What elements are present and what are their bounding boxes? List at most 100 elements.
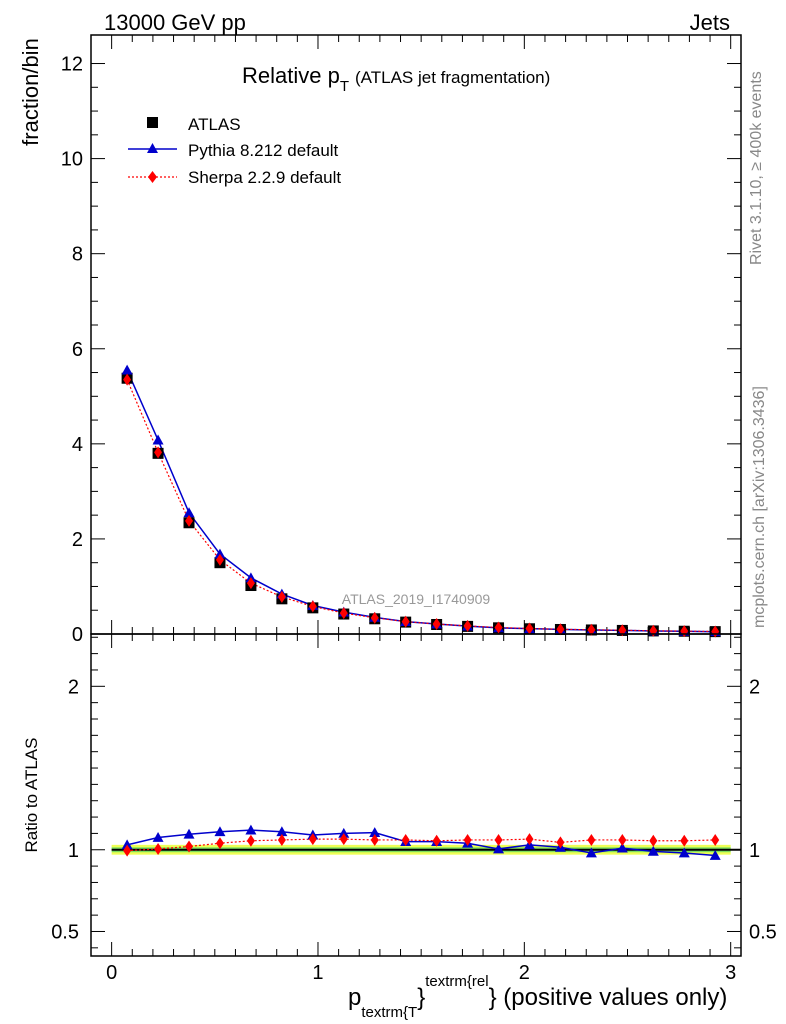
sherpa-point bbox=[556, 623, 565, 636]
xlabel-main: p bbox=[348, 984, 361, 1011]
y-tick-label: 2 bbox=[72, 529, 83, 551]
x-tick-label: 1 bbox=[312, 962, 323, 984]
sherpa-ratio-point bbox=[277, 833, 286, 846]
sherpa-ratio-point bbox=[463, 833, 472, 846]
pythia-ratio-point bbox=[276, 826, 288, 837]
sherpa-point bbox=[185, 514, 194, 527]
sherpa-ratio-point bbox=[185, 840, 194, 853]
legend-sherpa-marker bbox=[148, 171, 157, 183]
y-tick-label: 0 bbox=[72, 624, 83, 646]
ratio-y-tick-label: 2 bbox=[68, 676, 79, 698]
main-ylabel: fraction/bin bbox=[18, 38, 43, 146]
sherpa-point bbox=[432, 618, 441, 631]
header-right: Jets bbox=[690, 10, 730, 35]
pythia-ratio-point bbox=[585, 847, 597, 858]
legend-atlas-label: ATLAS bbox=[188, 115, 241, 134]
sherpa-ratio-point bbox=[215, 837, 224, 850]
pythia-ratio-point bbox=[369, 827, 381, 837]
main-y-axis: 0 2 4 6 8 10 12 bbox=[61, 54, 741, 646]
pythia-ratio-point bbox=[214, 826, 226, 837]
sherpa-ratio-point bbox=[649, 834, 658, 847]
y-tick-label: 4 bbox=[72, 434, 83, 456]
sherpa-ratio-point bbox=[680, 834, 689, 847]
ratio-ylabel: Ratio to ATLAS bbox=[22, 738, 41, 853]
pythia-ratio-point bbox=[647, 845, 659, 856]
main-panel: 0 2 4 6 8 10 12 fraction/bin Relative pT (ATLAS… bbox=[18, 34, 742, 646]
pythia-point bbox=[183, 507, 195, 518]
sherpa-point bbox=[370, 611, 379, 624]
xlabel-rest: } (positive values only) bbox=[489, 984, 728, 1011]
sherpa-ratio-point bbox=[308, 833, 317, 846]
pythia-ratio-point bbox=[678, 847, 690, 858]
sherpa-point bbox=[494, 621, 503, 634]
ratio-panel: 0.5 0.5 1 1 2 2 0 1 2 3 Ratio to ATLAS ptextrm{T… bbox=[22, 633, 777, 1021]
sherpa-point bbox=[154, 446, 163, 459]
mcplots-label: mcplots.cern.ch [arXiv:1306.3436] bbox=[751, 386, 768, 628]
y-tick-label: 12 bbox=[61, 54, 83, 76]
legend-pythia-label: Pythia 8.212 default bbox=[188, 141, 339, 160]
sherpa-point bbox=[215, 553, 224, 566]
xlabel-sup: textrm{rel bbox=[425, 973, 488, 990]
sherpa-ratio-point bbox=[246, 834, 255, 847]
legend: ATLAS Pythia 8.212 default Sherpa 2.2.9 … bbox=[128, 115, 341, 187]
sherpa-point bbox=[525, 622, 534, 635]
sherpa-ratio-point bbox=[618, 833, 627, 846]
sherpa-point bbox=[587, 623, 596, 636]
sherpa-ratio-point bbox=[401, 833, 410, 846]
ratio-x-axis: 0 1 2 3 bbox=[106, 634, 736, 984]
legend-sherpa-label: Sherpa 2.2.9 default bbox=[188, 168, 341, 187]
pythia-point bbox=[152, 434, 164, 445]
sherpa-point bbox=[339, 607, 348, 620]
x-tick-label: 0 bbox=[106, 962, 117, 984]
main-series bbox=[121, 364, 721, 638]
sherpa-ratio-point bbox=[711, 833, 720, 846]
sherpa-point bbox=[618, 624, 627, 637]
y-tick-label: 6 bbox=[72, 339, 83, 361]
sherpa-ratio-point bbox=[525, 833, 534, 846]
pythia-ratio-point bbox=[709, 849, 721, 860]
sherpa-point bbox=[277, 590, 286, 603]
y-tick-label: 10 bbox=[61, 149, 83, 171]
x-axis-label: ptextrm{T}textrm{rel} (positive values o… bbox=[348, 973, 727, 1021]
chart-title-rest: (ATLAS jet fragmentation) bbox=[355, 68, 550, 87]
sherpa-ratio-point bbox=[123, 844, 132, 857]
sherpa-ratio-point bbox=[556, 836, 565, 849]
pythia-point bbox=[121, 364, 133, 375]
analysis-watermark: ATLAS_2019_I1740909 bbox=[342, 591, 491, 607]
ratio-frame bbox=[90, 633, 742, 957]
sherpa-ratio-point bbox=[432, 834, 441, 847]
y-tick-label: 8 bbox=[72, 244, 83, 266]
pythia-ratio-point bbox=[121, 839, 133, 850]
xlabel-brace: } bbox=[417, 984, 425, 1011]
pythia-ratio-line bbox=[126, 829, 716, 857]
pythia-ratio-point bbox=[493, 843, 505, 854]
sherpa-ratio-point bbox=[154, 842, 163, 855]
sherpa-point bbox=[308, 600, 317, 613]
pythia-ratio-point bbox=[245, 824, 257, 835]
chart-title: Relative pT (ATLAS jet fragmentation) bbox=[242, 63, 550, 95]
sherpa-point bbox=[401, 615, 410, 628]
chart-title-main: Relative p bbox=[242, 63, 340, 88]
ratio-y-tick-label-right: 2 bbox=[749, 676, 760, 698]
chart-title-sub: T bbox=[340, 78, 349, 95]
sherpa-ratio-point bbox=[339, 833, 348, 846]
header-left: 13000 GeV pp bbox=[104, 10, 246, 35]
pythia-ratio-point bbox=[338, 827, 350, 838]
sherpa-point bbox=[246, 577, 255, 590]
ratio-y-axis: 0.5 0.5 1 1 2 2 bbox=[51, 636, 777, 949]
sherpa-point bbox=[463, 619, 472, 632]
pythia-ratio-point bbox=[616, 842, 628, 853]
pythia-ratio-point bbox=[152, 831, 164, 842]
sherpa-ratio-point bbox=[494, 833, 503, 846]
ratio-y-tick-label-right: 0.5 bbox=[749, 921, 777, 943]
ratio-series bbox=[111, 824, 741, 860]
legend-atlas-marker bbox=[147, 117, 158, 128]
legend-pythia-marker bbox=[147, 143, 158, 153]
ratio-y-tick-label: 0.5 bbox=[51, 921, 79, 943]
sherpa-ratio-point bbox=[587, 833, 596, 846]
pythia-ratio-point bbox=[183, 828, 195, 839]
rivet-label: Rivet 3.1.10, ≥ 400k events bbox=[748, 71, 765, 265]
pythia-point bbox=[214, 548, 226, 559]
sherpa-point bbox=[123, 373, 132, 386]
